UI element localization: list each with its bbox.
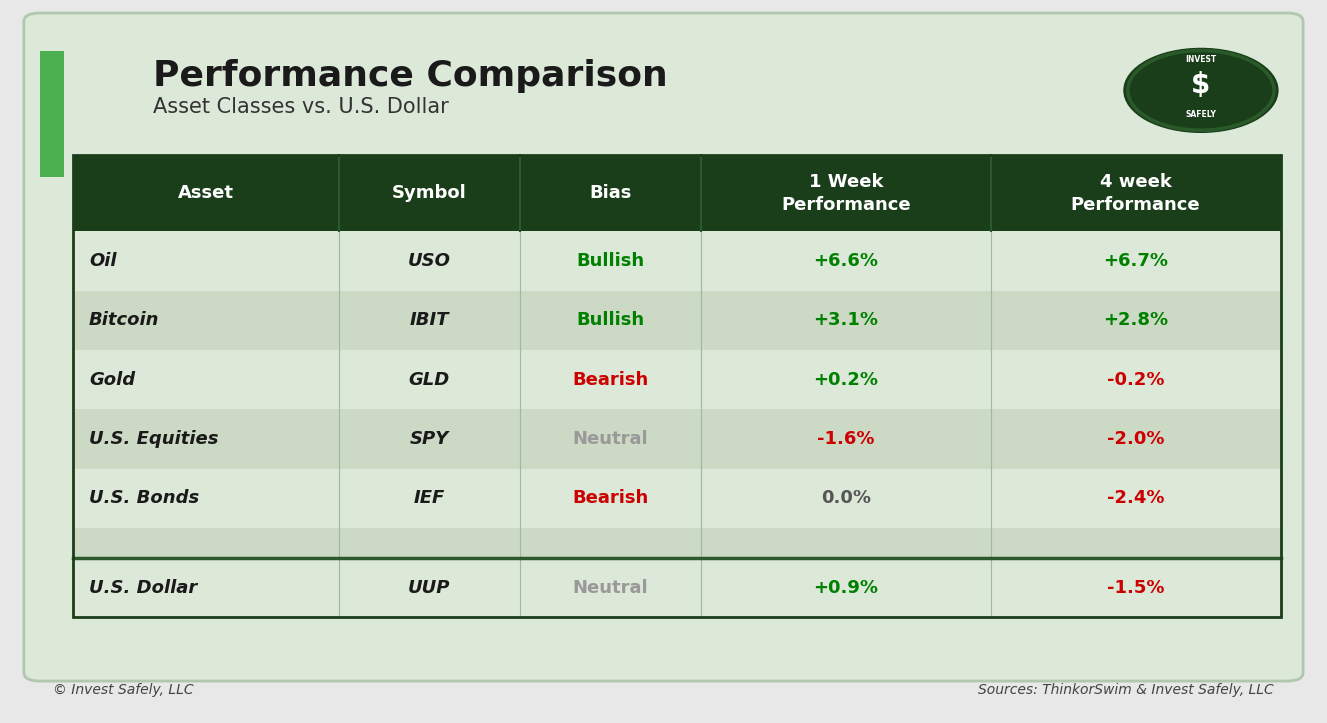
Text: IBIT: IBIT [410, 312, 449, 329]
Text: +3.1%: +3.1% [813, 312, 878, 329]
Text: Performance Comparison: Performance Comparison [153, 59, 667, 93]
Text: -1.5%: -1.5% [1107, 579, 1164, 596]
Text: Bullish: Bullish [576, 252, 645, 270]
Text: +0.2%: +0.2% [813, 371, 878, 388]
Text: Bearish: Bearish [572, 371, 649, 388]
Text: Bitcoin: Bitcoin [89, 312, 159, 329]
Bar [73, 558, 1281, 617]
Text: Sources: ThinkorSwim & Invest Safely, LLC: Sources: ThinkorSwim & Invest Safely, LL… [978, 683, 1274, 698]
Text: Gold: Gold [89, 371, 135, 388]
Text: GLD: GLD [409, 371, 450, 388]
Bar [73, 350, 1281, 409]
Bar [73, 528, 1281, 558]
Text: -2.0%: -2.0% [1107, 430, 1164, 448]
Bar [73, 155, 1281, 617]
Text: Neutral: Neutral [572, 579, 648, 596]
Text: USO: USO [407, 252, 451, 270]
Text: U.S. Bonds: U.S. Bonds [89, 489, 199, 507]
Text: -2.4%: -2.4% [1107, 489, 1164, 507]
Bar [73, 469, 1281, 528]
Bar [73, 409, 1281, 469]
FancyBboxPatch shape [24, 13, 1303, 681]
Text: Asset: Asset [178, 184, 234, 202]
Text: © Invest Safely, LLC: © Invest Safely, LLC [53, 683, 194, 698]
Text: UUP: UUP [407, 579, 450, 596]
Text: +2.8%: +2.8% [1103, 312, 1168, 329]
Text: Bearish: Bearish [572, 489, 649, 507]
Text: Neutral: Neutral [572, 430, 648, 448]
Bar [73, 231, 1281, 291]
Text: INVEST: INVEST [1185, 55, 1217, 64]
Text: Asset Classes vs. U.S. Dollar: Asset Classes vs. U.S. Dollar [153, 97, 449, 117]
Text: 1 Week
Performance: 1 Week Performance [782, 174, 910, 213]
Text: Bullish: Bullish [576, 312, 645, 329]
Text: U.S. Equities: U.S. Equities [89, 430, 219, 448]
Text: Symbol: Symbol [391, 184, 467, 202]
Text: 4 week
Performance: 4 week Performance [1071, 174, 1201, 213]
Bar [40, 51, 64, 177]
Text: +0.9%: +0.9% [813, 579, 878, 596]
Text: -1.6%: -1.6% [817, 430, 874, 448]
Text: +6.7%: +6.7% [1103, 252, 1168, 270]
Text: -0.2%: -0.2% [1107, 371, 1164, 388]
Text: Bias: Bias [589, 184, 632, 202]
Text: 0.0%: 0.0% [821, 489, 871, 507]
Text: Oil: Oil [89, 252, 117, 270]
Circle shape [1124, 48, 1278, 132]
Text: U.S. Dollar: U.S. Dollar [89, 579, 198, 596]
Text: +6.6%: +6.6% [813, 252, 878, 270]
Text: SPY: SPY [410, 430, 449, 448]
Text: SAFELY: SAFELY [1185, 110, 1217, 119]
Text: $: $ [1192, 71, 1210, 98]
Bar [73, 291, 1281, 350]
Bar [73, 155, 1281, 231]
Text: IEF: IEF [414, 489, 445, 507]
